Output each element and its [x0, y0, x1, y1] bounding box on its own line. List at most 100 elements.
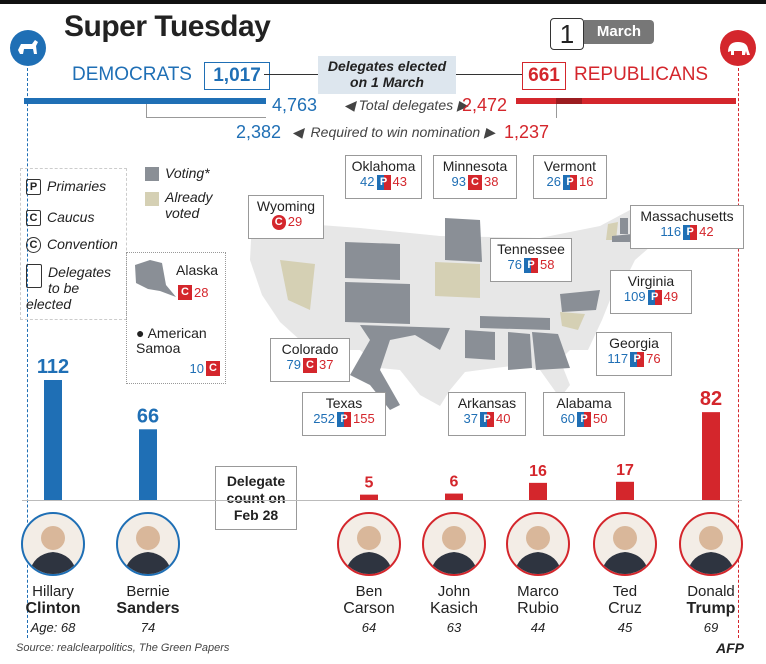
legend-already-voted: Already voted — [145, 189, 235, 221]
candidate-photo — [679, 512, 743, 576]
rep-elected-bar — [556, 98, 582, 104]
candidate-last-name: Rubio — [517, 600, 559, 617]
tick — [146, 104, 147, 118]
bar-ben-carson — [360, 494, 378, 500]
delegate-count-label: Delegate count on Feb 28 — [215, 466, 297, 530]
candidate-first-name: Marco — [517, 583, 559, 600]
bar-ted-cruz — [616, 481, 634, 500]
rep-side-line — [738, 68, 739, 638]
afp-logo: AFP — [716, 640, 744, 656]
candidate-last-name: Clinton — [25, 600, 81, 617]
rep-total: 2,472 — [462, 95, 508, 115]
dem-side-line — [27, 68, 28, 638]
candidate-first-name: Ted — [612, 583, 638, 600]
bar-value-label: 66 — [137, 405, 159, 427]
candidate-name: Bernie Sanders — [103, 583, 193, 617]
candidate-photo — [506, 512, 570, 576]
candidate-age: 74 — [140, 620, 156, 635]
candidate-age: 63 — [446, 620, 462, 635]
top-rule — [0, 0, 766, 4]
date-day: 1 — [550, 18, 584, 50]
candidate-age: Age: 68 — [30, 620, 76, 635]
rep-total-bar — [516, 98, 736, 104]
bar-bernie-sanders — [139, 429, 157, 500]
candidate-name: Ted Cruz — [580, 583, 670, 617]
state-american-samoa: ● American Samoa 10 C — [136, 326, 222, 378]
candidate-name: John Kasich — [409, 583, 499, 617]
candidate-photo — [21, 512, 85, 576]
candidate-age: 69 — [703, 620, 719, 635]
candidate-first-name: Donald — [687, 583, 735, 600]
candidate-name: Marco Rubio — [493, 583, 583, 617]
date-month: March — [584, 20, 654, 44]
candidate-name: Hillary Clinton — [8, 583, 98, 617]
dem-required: 2,382 — [236, 122, 282, 142]
state-vermont: Vermont 26 P 16 — [533, 155, 607, 199]
dem-elected-bar — [146, 98, 208, 104]
state-colorado: Colorado 79 C 37 — [270, 338, 350, 382]
dem-total-bar — [24, 98, 266, 104]
candidate-first-name: Ben — [355, 583, 383, 600]
delegates-elected-label: Delegates elected on 1 March — [318, 56, 456, 94]
republicans-label: REPUBLICANS — [574, 64, 709, 85]
bar-value-label: 17 — [616, 462, 634, 479]
bar-value-label: 82 — [700, 388, 722, 410]
candidate-last-name: Carson — [343, 600, 395, 617]
bar-marco-rubio — [529, 482, 547, 500]
candidate-age: 44 — [530, 620, 546, 635]
legend-voting: Voting* — [145, 165, 210, 182]
candidate-photo — [116, 512, 180, 576]
bar-value-label: 16 — [529, 463, 547, 480]
candidate-photo — [593, 512, 657, 576]
state-virginia: Virginia 109 P 49 — [610, 270, 692, 314]
candidate-first-name: Bernie — [126, 583, 170, 600]
candidate-last-name: Cruz — [608, 600, 642, 617]
candidate-name: Donald Trump — [666, 583, 756, 617]
delegate-bar-chart: 112 66 5 6 16 17 82 — [37, 356, 722, 500]
us-map — [250, 210, 658, 410]
dem-total: 4,763 — [272, 95, 318, 115]
dem-elected-box: 1,017 — [204, 62, 270, 90]
total-label: ◀ Total delegates ▶ — [344, 97, 468, 113]
connector — [264, 74, 318, 75]
candidate-name: Ben Carson — [324, 583, 414, 617]
required-label: ◀ Required to win nomination ▶ — [292, 124, 495, 140]
rep-required: 1,237 — [504, 122, 550, 142]
candidate-last-name: Trump — [686, 600, 736, 617]
page-title: Super Tuesday — [64, 10, 271, 43]
state-alaska: Alaska C 28 — [176, 262, 219, 301]
legend-convention: C Convention — [26, 236, 118, 254]
state-wyoming: Wyoming C 29 — [248, 195, 324, 239]
legend-box — [20, 168, 127, 320]
legend-caucus: C Caucus — [26, 209, 94, 227]
alaska-map — [135, 260, 176, 297]
candidate-age: 45 — [617, 620, 633, 635]
elephant-icon — [720, 30, 756, 66]
connector — [456, 74, 522, 75]
state-tennessee: Tennessee 76 P 58 — [490, 238, 572, 282]
bar-value-label: 5 — [365, 475, 374, 492]
state-oklahoma: Oklahoma 42 P 43 — [345, 155, 422, 199]
candidate-photo — [422, 512, 486, 576]
state-arkansas: Arkansas 37 P 40 — [448, 392, 526, 436]
bar-value-label: 6 — [450, 474, 459, 491]
source-note: Source: realclearpolitics, The Green Pap… — [16, 642, 230, 654]
tick — [556, 104, 557, 118]
alaska-samoa-frame — [126, 252, 226, 384]
legend-delegates: Delegates to be elected — [26, 264, 112, 312]
candidate-age: 64 — [361, 620, 377, 635]
bar-john-kasich — [445, 493, 463, 500]
rep-elected-box: 661 — [522, 62, 566, 90]
bar-value-label: 112 — [37, 356, 69, 378]
candidate-photo — [337, 512, 401, 576]
state-georgia: Georgia 117 P 76 — [596, 332, 672, 376]
tick — [146, 117, 266, 118]
state-alabama: Alabama 60 P 50 — [543, 392, 625, 436]
bar-hillary-clinton — [44, 380, 62, 500]
state-minnesota: Minnesota 93 C 38 — [433, 155, 517, 199]
state-texas: Texas 252 P 155 — [302, 392, 386, 436]
chart-baseline — [22, 500, 742, 501]
democrats-label: DEMOCRATS — [72, 64, 192, 85]
candidate-first-name: Hillary — [32, 583, 74, 600]
